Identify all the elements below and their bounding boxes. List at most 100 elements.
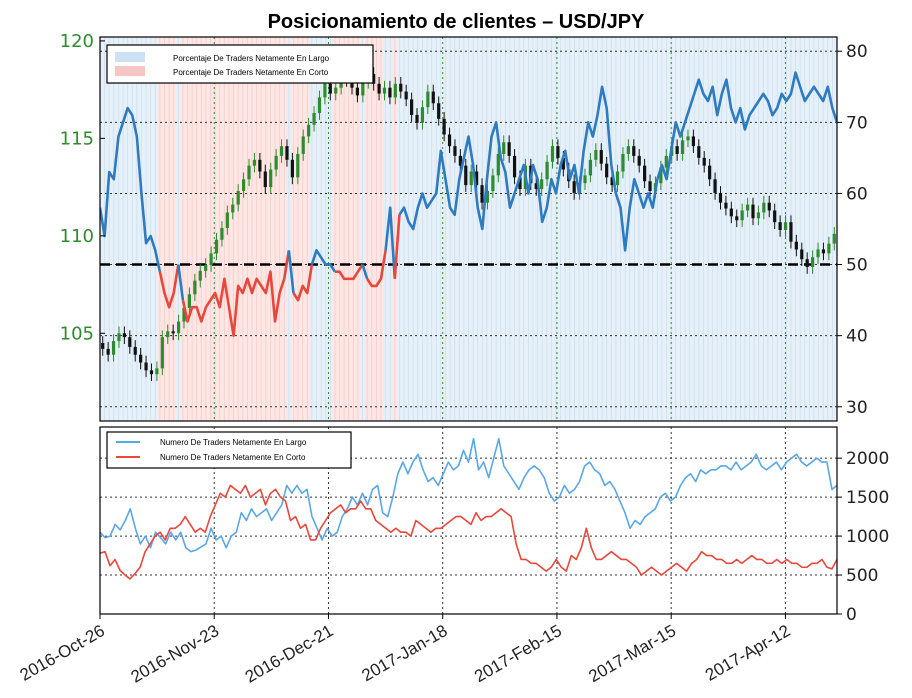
- short-traders-line: [100, 484, 837, 580]
- left-tick-label: 115: [60, 128, 94, 149]
- long-traders-line: [100, 437, 837, 553]
- legend-label-long-count: Numero De Traders Netamente En Largo: [160, 438, 307, 447]
- candle-body: [594, 150, 598, 160]
- candle-body: [659, 167, 663, 184]
- candle-body: [561, 157, 565, 170]
- candle-body: [512, 155, 517, 178]
- top-panel-frame: [99, 36, 838, 422]
- candle-body: [615, 171, 620, 186]
- candle-body: [307, 124, 311, 137]
- right-tick-label: 70: [846, 113, 868, 133]
- sentiment-band: [834, 37, 837, 421]
- candle-body: [502, 142, 506, 154]
- bottom-legend: Numero De Traders Netamente En Largo Num…: [106, 431, 352, 469]
- candle-body: [773, 210, 777, 223]
- candle-body: [805, 259, 809, 268]
- x-tick-label: 2017-Jan-18: [359, 621, 451, 685]
- candle-body: [236, 190, 240, 205]
- candle-body: [550, 146, 555, 162]
- candle-body: [464, 165, 468, 186]
- count-tick-label: 500: [846, 566, 878, 586]
- candle-body: [735, 216, 739, 221]
- candle-body: [117, 333, 121, 342]
- candle-body: [382, 87, 387, 94]
- candle-body: [258, 159, 262, 172]
- candle-body: [176, 321, 181, 334]
- candle-body: [128, 337, 132, 347]
- top-panel: 105 110 115 120 30 40 50 60 70 80 Porcentaje De …: [60, 31, 868, 422]
- candle-body: [605, 163, 609, 178]
- bottom-panel: 0 500 1000 1500 2000 2016-Oct-26 2016-Nov-23 2…: [17, 426, 889, 687]
- candle-body: [724, 202, 728, 209]
- candle-body: [572, 181, 576, 193]
- candle-body: [458, 155, 462, 166]
- candle-body: [675, 146, 679, 154]
- candle-body: [144, 362, 148, 371]
- candle-body: [442, 118, 446, 135]
- price-candles: [101, 67, 836, 382]
- candle-body: [252, 159, 257, 166]
- candle-body: [691, 136, 695, 147]
- candle-body: [193, 280, 197, 295]
- candle-body: [599, 150, 603, 164]
- candle-body: [789, 222, 793, 242]
- x-tick-label: 2016-Nov-23: [128, 621, 223, 687]
- candle-body: [729, 208, 733, 217]
- percent-short-line: [334, 263, 364, 281]
- right-tick-label: 40: [846, 327, 868, 347]
- candle-body: [447, 134, 452, 147]
- left-tick-label: 105: [60, 323, 94, 344]
- candle-body: [214, 239, 219, 254]
- candle-body: [290, 159, 294, 178]
- candle-body: [399, 83, 403, 92]
- candle-body: [534, 183, 538, 190]
- candle-body: [149, 370, 154, 375]
- candle-body: [588, 159, 593, 176]
- x-tick-label: 2016-Dec-21: [242, 621, 337, 687]
- percent-long-line: [398, 71, 837, 252]
- candle-body: [393, 83, 397, 98]
- candle-body: [680, 140, 685, 154]
- percent-short-line: [292, 264, 314, 302]
- candle-body: [139, 354, 143, 363]
- candle-body: [827, 243, 831, 254]
- legend-label-short-percent: Porcentaje De Traders Netamente En Corto: [173, 68, 329, 77]
- percent-long-line: [384, 206, 397, 279]
- candle-body: [431, 91, 435, 104]
- legend-label-short-count: Numero De Traders Netamente En Corto: [160, 453, 306, 462]
- candle-body: [101, 343, 105, 349]
- candle-body: [111, 341, 116, 355]
- sentiment-band: [100, 37, 103, 421]
- candle-body: [279, 146, 284, 156]
- candle-body: [323, 83, 327, 98]
- candle-body: [518, 177, 522, 190]
- candle-body: [377, 83, 381, 94]
- count-tick-label: 1000: [846, 527, 889, 547]
- candle-body: [778, 222, 782, 230]
- candle-body: [415, 114, 419, 123]
- candle-body: [437, 103, 441, 119]
- bottom-panel-frame: [99, 426, 838, 615]
- candle-body: [155, 368, 159, 375]
- candle-body: [263, 171, 267, 188]
- candle-body: [285, 146, 289, 160]
- candle-body: [296, 153, 300, 178]
- candle-body: [301, 136, 305, 154]
- candle-body: [648, 181, 652, 191]
- top-legend: Porcentaje De Traders Netamente En Largo…: [106, 44, 374, 84]
- candle-body: [621, 153, 625, 172]
- candle-body: [794, 241, 798, 250]
- percent-long-line: [177, 264, 185, 301]
- right-tick-label: 50: [846, 256, 868, 276]
- candle-body: [204, 265, 208, 271]
- x-tick-label: 2017-Apr-12: [702, 621, 793, 685]
- candle-body: [496, 153, 500, 176]
- candle-body: [220, 228, 224, 240]
- percent-long-line: [287, 250, 295, 294]
- candle-body: [171, 331, 175, 334]
- candle-body: [122, 333, 126, 338]
- candle-body: [350, 79, 354, 88]
- candle-body: [811, 257, 815, 268]
- percent-short-line: [366, 250, 387, 288]
